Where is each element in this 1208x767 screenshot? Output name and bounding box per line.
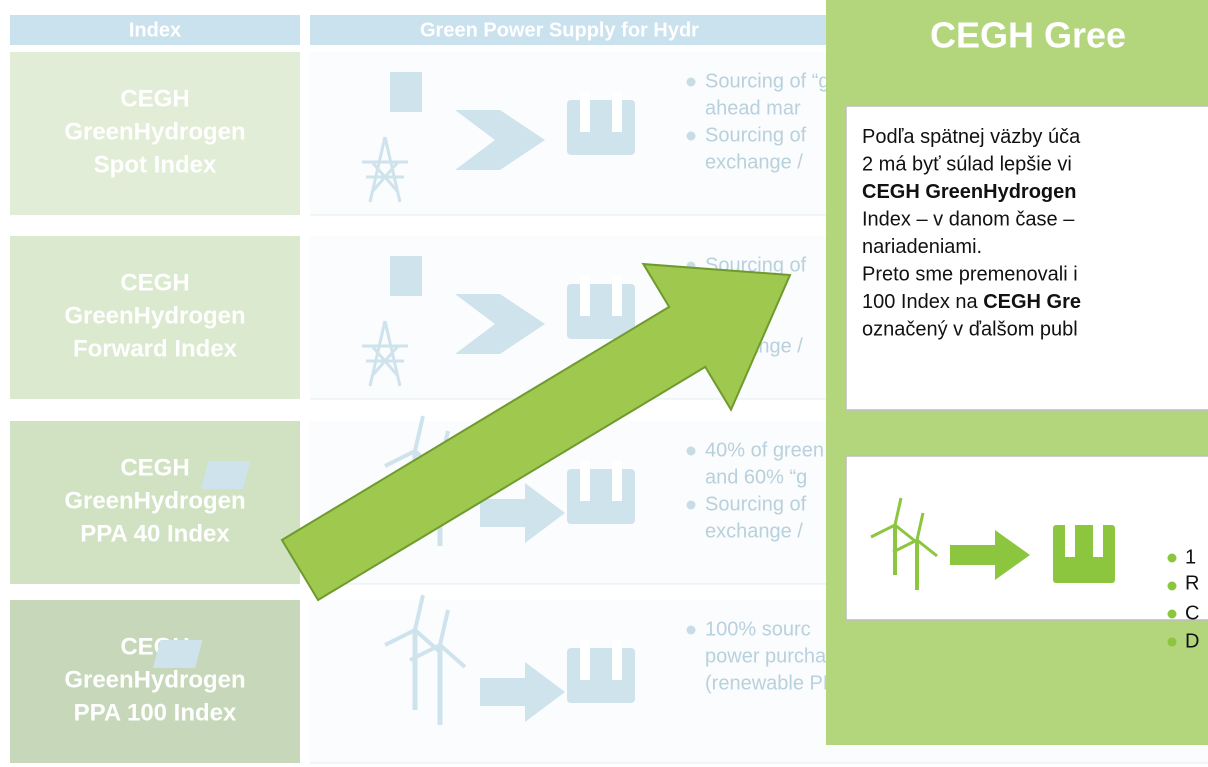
index-label: Forward Index (73, 335, 238, 362)
big-arrow (280, 262, 792, 602)
text-run: nariadeniami. (862, 236, 982, 258)
index-cell (10, 600, 300, 763)
bullet-text: 1 (1185, 546, 1196, 568)
electrolyzer-icon (567, 469, 635, 524)
electrode (580, 92, 590, 132)
bullet-dot (686, 625, 696, 635)
arrow-icon (480, 483, 565, 543)
doc-icon (390, 256, 422, 296)
bullet-text: D (1185, 630, 1199, 652)
index-label: GreenHydrogen (64, 302, 245, 329)
text-run: označený v ďalšom publ (862, 319, 1078, 341)
index-label: CEGH (120, 269, 189, 296)
bullet-dot (1167, 609, 1177, 619)
turbine-blades (892, 512, 938, 558)
header-label: Green Power Supply for Hydr (420, 19, 699, 41)
solar-icon (200, 461, 251, 489)
text-run: CEGH Gre (983, 291, 1081, 313)
index-cell (10, 421, 300, 584)
pylon-icon (362, 320, 408, 387)
index-label: GreenHydrogen (64, 666, 245, 693)
bullet-text: 100% sourc (705, 618, 811, 640)
electrolyzer-icon (567, 648, 635, 703)
bullet-dot (686, 77, 696, 87)
bullet-dot (686, 500, 696, 510)
header-label: Index (129, 19, 181, 41)
pylon-icon (362, 136, 408, 203)
index-label: PPA 100 Index (74, 699, 237, 726)
electrode (580, 461, 590, 501)
electrode (612, 461, 622, 501)
text-run: 100 Index na (862, 291, 983, 313)
paragraph-line: označený v ďalšom publ (862, 319, 1078, 341)
text-run: 2 má byť súlad lepšie vi (862, 154, 1072, 176)
arrow-icon (480, 662, 565, 722)
text-box (845, 105, 1208, 411)
electrode (580, 276, 590, 316)
bullet-dot (1167, 553, 1177, 563)
electrolyzer-icon (1053, 525, 1115, 583)
bullet-text: (renewable PPA) (705, 672, 855, 694)
paragraph-line: CEGH GreenHydrogen (862, 181, 1076, 203)
text-run: Index – v danom čase – (862, 209, 1075, 231)
paragraph-line: Podľa spätnej väzby úča (862, 126, 1081, 148)
index-label: GreenHydrogen (64, 118, 245, 145)
electrode (580, 640, 590, 680)
electrode (1093, 515, 1103, 557)
paragraph-line: Index – v danom čase – (862, 209, 1075, 231)
electrode (612, 276, 622, 316)
electrode (1065, 515, 1075, 557)
bullet-text: ahead mar (705, 97, 801, 119)
text-run: CEGH GreenHydrogen (862, 181, 1076, 203)
header-cell (10, 15, 300, 45)
text-run: Preto sme premenovali i (862, 264, 1078, 286)
index-label: PPA 40 Index (80, 520, 230, 547)
bullet-text: R (1185, 572, 1199, 594)
index-cell (10, 52, 300, 215)
chevron-icon (455, 110, 545, 170)
bullet-text: exchange / (705, 151, 803, 173)
electrode (612, 92, 622, 132)
electrolyzer-icon (567, 284, 635, 339)
paragraph-line: Preto sme premenovali i (862, 264, 1078, 286)
doc-icon (390, 72, 422, 112)
index-label: CEGH (120, 85, 189, 112)
overlay: CEGH Gree Podľa spätnej väzby úča 2 má byť… (826, 0, 1208, 745)
bullet-text: C (1185, 602, 1199, 624)
bullet-dot (686, 131, 696, 141)
turbine-blades (409, 609, 467, 669)
index-label: GreenHydrogen (64, 487, 245, 514)
paragraph-line: 2 má byť súlad lepšie vi (862, 154, 1072, 176)
lower-box (845, 455, 1208, 621)
index-label: CEGH (120, 454, 189, 481)
electrolyzer-icon (567, 100, 635, 155)
bullet-text: exchange / (705, 520, 803, 542)
bullet-dot (1167, 637, 1177, 647)
bullet-dot (686, 446, 696, 456)
paragraph-line: 100 Index na CEGH Gre (862, 291, 1081, 313)
index-label: Spot Index (94, 151, 217, 178)
arrow-icon (950, 530, 1030, 580)
paragraph-line: nariadeniami. (862, 236, 982, 258)
bullet-text: and 60% “g (705, 466, 807, 488)
bullet-text: Sourcing of (705, 124, 807, 146)
chevron-icon (455, 294, 545, 354)
electrode (612, 640, 622, 680)
turbine-blades (870, 497, 916, 543)
bullet-dot (1167, 581, 1177, 591)
index-cell (10, 236, 300, 399)
overlay-title: CEGH Gree (930, 15, 1126, 56)
text-run: Podľa spätnej väzby úča (862, 126, 1081, 148)
bullet-text: Sourcing of (705, 493, 807, 515)
solar-icon (153, 640, 203, 668)
